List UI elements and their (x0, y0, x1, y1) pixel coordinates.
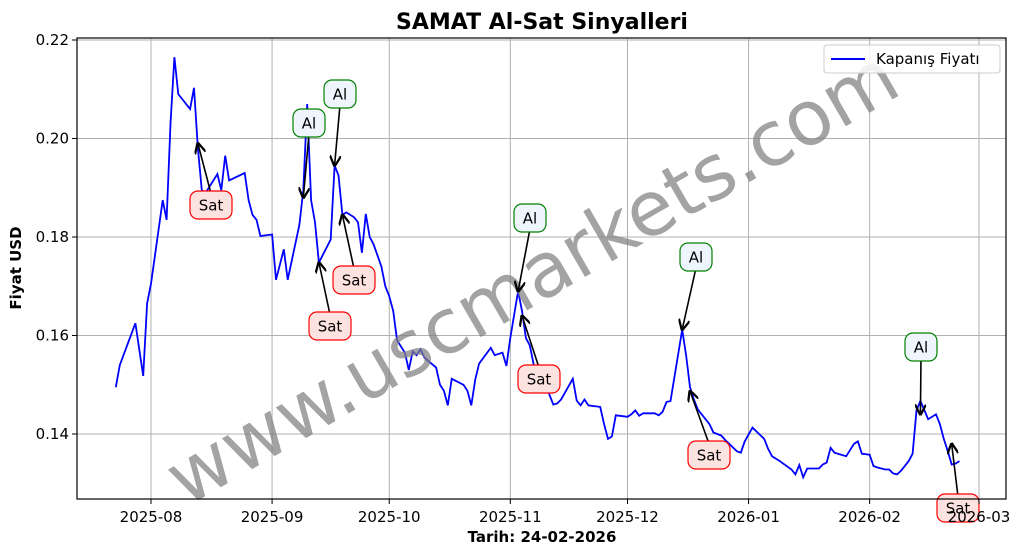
signal-label: Sat (318, 318, 343, 336)
axes-frame (76, 37, 1007, 500)
x-tick-label: 2025-08 (120, 508, 183, 526)
signal-arrow (920, 360, 921, 414)
signal-label-box (189, 190, 233, 220)
signal-arrow (522, 316, 539, 366)
signal-label-box (308, 311, 352, 341)
signal-label-box (687, 440, 731, 470)
signal-label-box (904, 332, 938, 362)
legend-box (823, 44, 1001, 74)
signal-label: Sat (527, 371, 552, 389)
sell-signal: Sat (517, 316, 561, 394)
x-tick-label: 2025-11 (479, 508, 542, 526)
signal-label-box (936, 493, 980, 523)
x-tick-label: 2026-01 (717, 508, 780, 526)
signal-label: Al (914, 339, 928, 357)
y-tick-label: 0.22 (36, 31, 69, 49)
signal-label-box (679, 242, 713, 272)
signal-arrow (319, 263, 331, 313)
chart-title: SAMAT Al-Sat Sinyalleri (396, 10, 688, 35)
signal-arrow (682, 270, 697, 330)
buy-signal: Al (679, 242, 713, 330)
x-axis-label: Tarih: 24-02-2026 (468, 528, 617, 546)
x-tick-label: 2025-10 (358, 508, 421, 526)
signal-label: Al (333, 86, 347, 104)
signal-arrow (518, 231, 531, 291)
signal-arrow (198, 143, 212, 192)
buy-signal: Al (292, 108, 326, 198)
y-tick-label: 0.16 (36, 327, 69, 345)
sell-signal: Sat (332, 215, 376, 295)
x-tick-label: 2026-02 (838, 508, 901, 526)
signal-label: Al (523, 210, 537, 228)
signal-label-box (323, 79, 357, 109)
x-axis: 2025-08 2025-09 2025-10 2025-11 2025-12 2026-… (120, 499, 1011, 526)
x-tick-label: 2026-03 (948, 508, 1011, 526)
signal-arrow (335, 107, 340, 166)
buy-signal: Al (513, 203, 547, 291)
signal-label-box (332, 265, 376, 295)
sell-signal: Sat (687, 391, 731, 470)
legend-label: Kapanış Fiyatı (876, 50, 980, 68)
x-tick-label: 2025-12 (596, 508, 659, 526)
signal-label-box (292, 108, 326, 138)
signal-arrow (303, 136, 308, 198)
signal-label: Sat (342, 272, 367, 290)
sell-signal: Sat (936, 444, 980, 523)
y-tick-label: 0.18 (36, 228, 69, 246)
signal-label: Sat (946, 500, 971, 518)
annotations: Sat Al Al Sat Sat Al Sat Al Sat Al Sat (189, 79, 980, 523)
signal-label: Sat (199, 197, 224, 215)
y-axis: 0.14 0.16 0.18 0.20 0.22 (36, 31, 77, 443)
signal-arrow (690, 391, 709, 442)
signal-arrow (342, 215, 355, 267)
buy-signal: Al (323, 79, 357, 166)
sell-signal: Sat (308, 263, 352, 341)
signal-label: Al (302, 115, 316, 133)
grid (77, 38, 1006, 499)
y-tick-label: 0.20 (36, 130, 69, 148)
y-tick-label: 0.14 (36, 425, 69, 443)
signal-label-box (517, 364, 561, 394)
y-axis-label: Fiyat USD (7, 226, 25, 309)
signal-label-box (513, 203, 547, 233)
x-tick-label: 2025-09 (241, 508, 304, 526)
buy-signal: Al (904, 332, 938, 414)
signal-label: Al (689, 249, 703, 267)
sell-signal: Sat (189, 143, 233, 220)
signal-arrow (952, 444, 959, 495)
legend: Kapanış Fiyatı (823, 44, 1001, 74)
signal-label: Sat (697, 447, 722, 465)
